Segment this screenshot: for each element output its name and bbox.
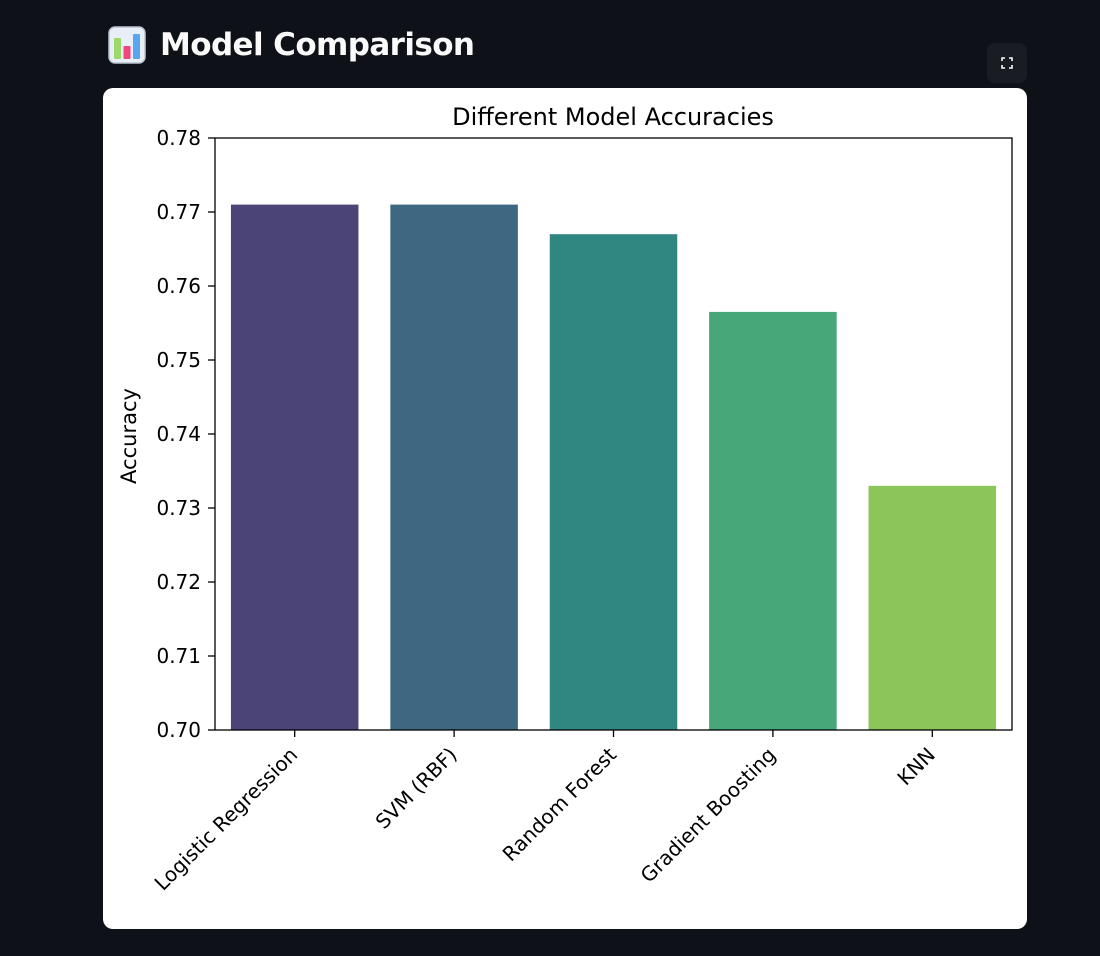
- expand-icon: [1001, 57, 1013, 69]
- bar-chart-emoji-icon: [108, 26, 146, 64]
- page-header: Model Comparison: [108, 24, 475, 66]
- chart-card: [103, 88, 1027, 929]
- page-title: Model Comparison: [160, 27, 475, 63]
- fullscreen-button[interactable]: [987, 43, 1027, 83]
